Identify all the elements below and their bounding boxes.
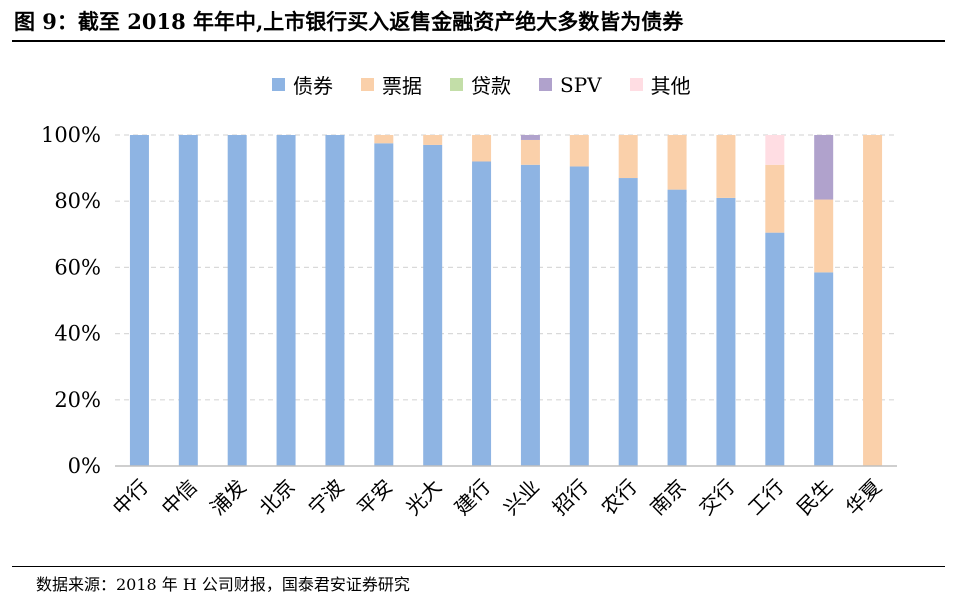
x-tick-label: 招行 [548, 475, 593, 520]
x-tick-label: 华夏 [841, 475, 886, 520]
x-tick-label: 宁波 [303, 475, 348, 520]
legend-label: 债券 [293, 74, 333, 98]
title-rule [12, 40, 945, 42]
x-tick-label: 浦发 [205, 475, 250, 520]
x-tick-label: 北京 [254, 475, 299, 520]
legend-swatch [629, 78, 643, 91]
x-tick-label: 农行 [596, 475, 641, 520]
legend-swatch [272, 78, 285, 91]
legend-label: 贷款 [471, 74, 511, 98]
legend-item: 其他 [629, 70, 691, 99]
x-tick-label: 中信 [157, 475, 202, 520]
bar-segment [814, 135, 834, 200]
y-tick-label: 40% [54, 322, 101, 346]
y-tick-label: 20% [54, 388, 101, 412]
bar-segment [814, 199, 834, 273]
bar-segment [178, 135, 198, 466]
bar-segment [423, 135, 443, 145]
x-tick-label: 光大 [401, 475, 446, 520]
bar-segment [716, 197, 736, 466]
x-tick-label: 交行 [694, 475, 739, 520]
bar-segment [423, 144, 443, 466]
legend-swatch [539, 78, 552, 91]
legend-label: 其他 [650, 74, 691, 98]
bar-segment [520, 135, 540, 140]
x-tick-label: 民生 [792, 475, 837, 520]
bar-segment [618, 135, 638, 179]
legend-item: 债券 [272, 70, 333, 99]
bar-segment [569, 135, 589, 167]
bar-segment [325, 135, 345, 466]
bar-segment [276, 135, 296, 466]
figure-title: 图 9：截至 2018 年年中,上市银行买入返售金融资产绝大多数皆为债券 [14, 9, 684, 34]
bar-segment [765, 135, 785, 165]
bar-segment [716, 135, 736, 198]
bar-segment [520, 139, 540, 165]
legend-item: SPV [539, 70, 602, 99]
x-tick-label: 建行 [450, 475, 495, 520]
x-tick-label: 工行 [743, 475, 788, 520]
y-tick-label: 100% [41, 123, 101, 147]
legend-swatch [450, 78, 463, 91]
bar-segment [765, 164, 785, 233]
bar-segment [227, 135, 247, 466]
legend-item: 贷款 [450, 70, 511, 99]
x-tick-label: 中行 [108, 475, 153, 520]
legend-item: 票据 [361, 70, 422, 99]
y-tick-label: 60% [54, 255, 101, 279]
bar-segment [129, 135, 149, 466]
y-tick-label: 0% [68, 454, 101, 478]
legend-label: SPV [560, 72, 602, 97]
y-tick-label: 80% [54, 189, 101, 213]
bar-segment [374, 135, 394, 144]
source-rule [12, 566, 945, 567]
bar-segment [667, 189, 687, 467]
legend: 债券 票据 贷款 SPV 其他 [272, 70, 691, 99]
bar-segment [472, 161, 492, 467]
bar-segment [569, 166, 589, 466]
bar-segment [765, 232, 785, 466]
bar-segment [618, 178, 638, 466]
x-tick-label: 兴业 [499, 475, 544, 520]
x-tick-label: 南京 [645, 475, 690, 520]
bar-segment [667, 135, 687, 190]
bar-segment [814, 272, 834, 466]
bar-segment [374, 143, 394, 466]
bar-segment [472, 135, 492, 162]
bar-segment [863, 135, 883, 466]
x-tick-label: 平安 [352, 475, 397, 520]
bar-segment [520, 164, 540, 467]
source-note: 数据来源：2018 年 H 公司财报，国泰君安证券研究 [36, 575, 410, 594]
legend-label: 票据 [382, 74, 422, 98]
legend-swatch [361, 78, 374, 91]
